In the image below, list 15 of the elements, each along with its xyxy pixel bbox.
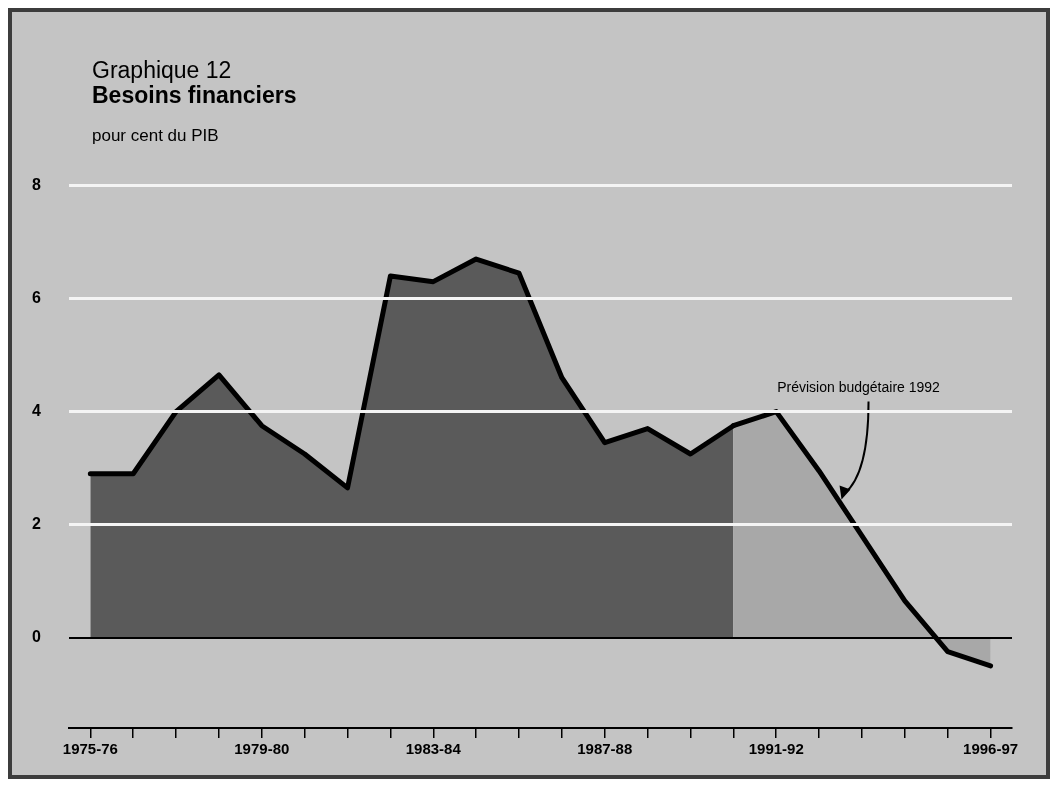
x-tick-label: 1983-84 bbox=[405, 740, 462, 758]
x-tick-label: 1996-97 bbox=[963, 740, 1019, 758]
x-tick-label: 1991-92 bbox=[748, 740, 804, 758]
series-label: Prévision budgétaire 1992 bbox=[777, 379, 941, 396]
x-tick-label: 1979-80 bbox=[234, 740, 290, 758]
y-tick-label: 2 bbox=[32, 515, 41, 533]
y-tick-label: 6 bbox=[32, 289, 41, 307]
y-tick-label: 0 bbox=[32, 628, 41, 646]
chart-subtitle: Besoins financiers bbox=[92, 82, 297, 108]
y-tick-label: 8 bbox=[32, 176, 41, 194]
chart-title: Graphique 12 bbox=[92, 57, 233, 83]
x-tick-label: 1975-76 bbox=[62, 740, 118, 758]
x-tick-label: 1987-88 bbox=[577, 740, 633, 758]
y-tick-label: 4 bbox=[32, 402, 41, 420]
y-axis-title: pour cent du PIB bbox=[92, 126, 219, 146]
